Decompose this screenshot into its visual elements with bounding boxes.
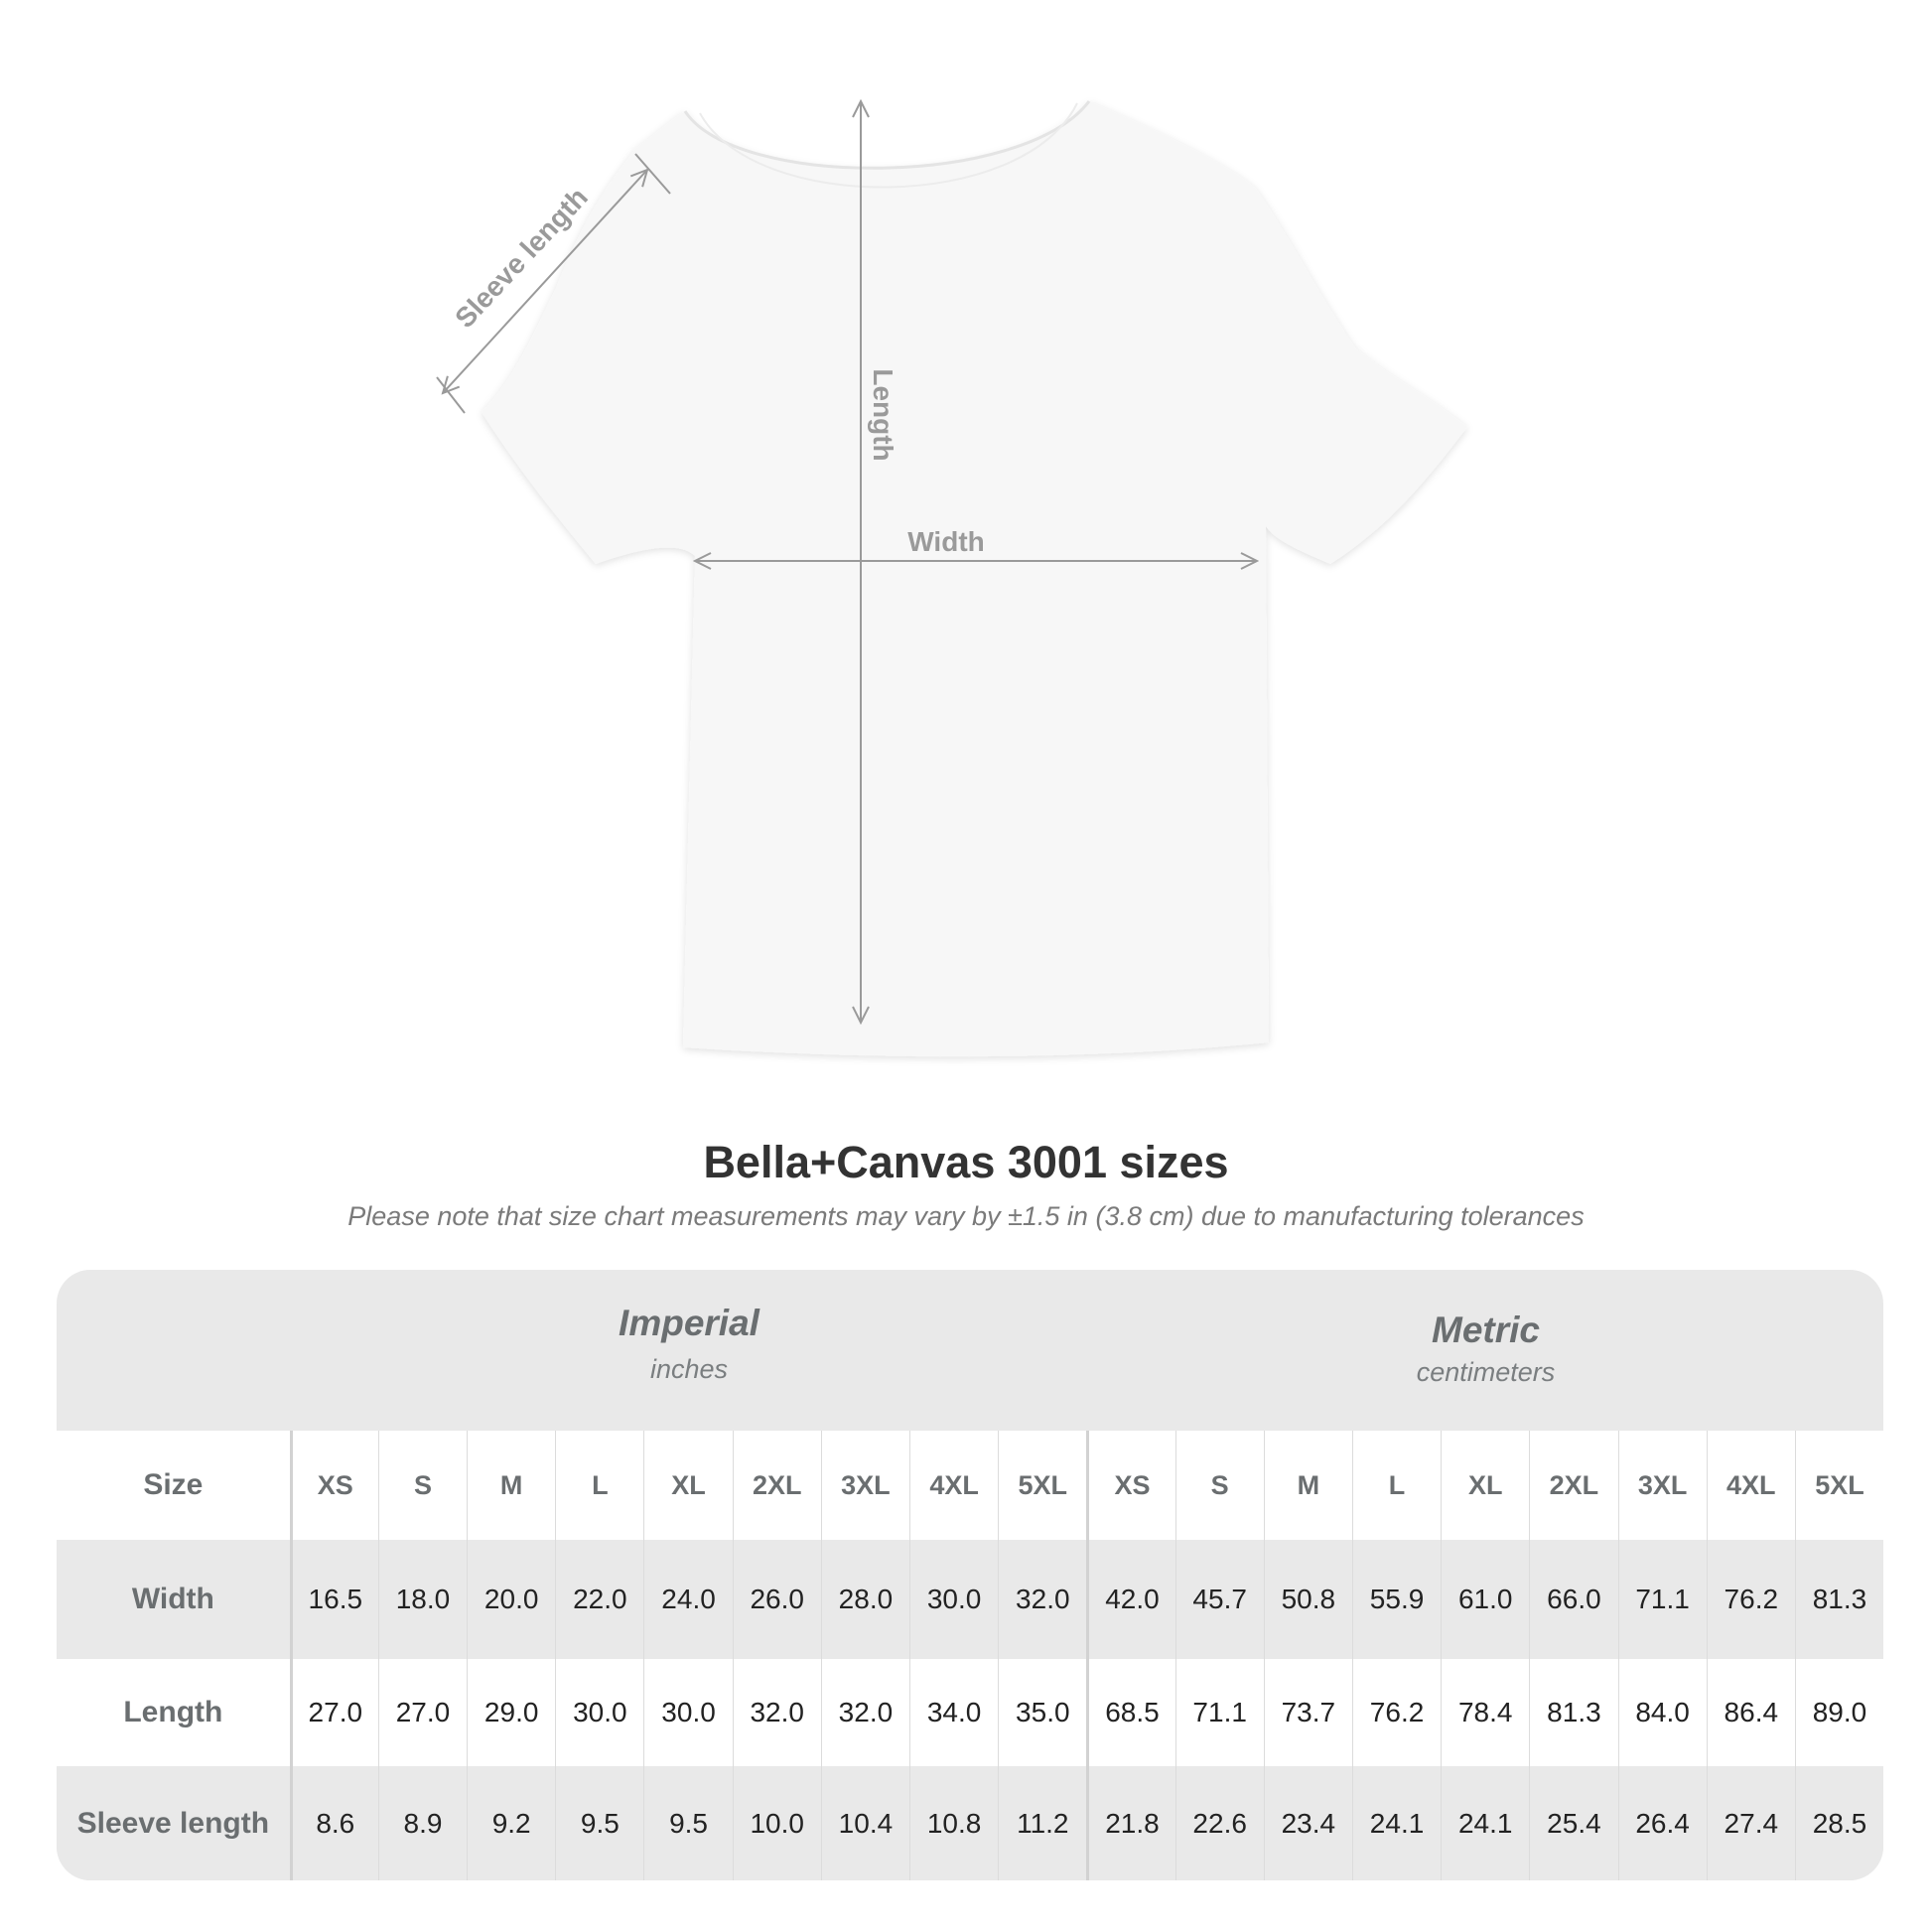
tolerance-note: Please note that size chart measurements… xyxy=(347,1201,1585,1231)
imperial-value-cell: 32.0 xyxy=(820,1659,909,1766)
imperial-size-header: 5XL xyxy=(998,1431,1086,1540)
imperial-value-cell: 29.0 xyxy=(467,1659,555,1766)
row-label: Size xyxy=(143,1468,204,1501)
metric-size-header: M xyxy=(1263,1431,1352,1540)
imperial-value-cell: 9.5 xyxy=(555,1766,643,1880)
imperial-value-cell: 30.0 xyxy=(643,1659,732,1766)
imperial-value-cell: 10.4 xyxy=(820,1766,909,1880)
metric-value-cell: 73.7 xyxy=(1263,1659,1352,1766)
metric-value-cell: 76.2 xyxy=(1351,1659,1441,1766)
metric-value-cell: 81.3 xyxy=(1794,1540,1883,1659)
metric-value-cell: 71.1 xyxy=(1174,1659,1264,1766)
imperial-value-cell: 32.0 xyxy=(998,1540,1086,1659)
imperial-title: Imperial xyxy=(619,1303,759,1343)
metric-value-cell: 25.4 xyxy=(1529,1766,1617,1880)
row-label: Sleeve length xyxy=(76,1806,270,1840)
imperial-value-cell: 35.0 xyxy=(998,1659,1086,1766)
metric-value-cell: 42.0 xyxy=(1086,1540,1174,1659)
metric-value-cell: 71.1 xyxy=(1617,1540,1707,1659)
metric-title: Metric xyxy=(1432,1310,1540,1350)
metric-size-header: 5XL xyxy=(1794,1431,1883,1540)
width-label: Width xyxy=(907,526,985,557)
metric-value-cell: 66.0 xyxy=(1529,1540,1617,1659)
metric-unit: centimeters xyxy=(1416,1357,1556,1387)
metric-value-cell: 27.4 xyxy=(1706,1766,1795,1880)
metric-value-cell: 84.0 xyxy=(1617,1659,1707,1766)
metric-size-header: 4XL xyxy=(1706,1431,1795,1540)
imperial-value-cell: 32.0 xyxy=(732,1659,821,1766)
imperial-size-header: XS xyxy=(289,1431,378,1540)
size-header-row: Size XS S M L XL 2XL 3XL 4XL 5XL XS S M L XL 2XL 3XL 4XL 5… xyxy=(57,1431,1883,1540)
imperial-value-cell: 26.0 xyxy=(732,1540,821,1659)
row-label: Width xyxy=(131,1583,214,1615)
table-row: Length 27.0 27.0 29.0 30.0 30.0 32.0 32.0 34.0 35… xyxy=(57,1659,1883,1766)
table-row: Sleeve length 8.6 8.9 9.2 9.5 9.5 10.0 10.4 10.8… xyxy=(57,1766,1883,1880)
imperial-value-cell: 9.2 xyxy=(467,1766,555,1880)
imperial-size-header: XL xyxy=(643,1431,732,1540)
metric-size-header: XL xyxy=(1441,1431,1529,1540)
metric-header: Metric centimeters xyxy=(1088,1270,1883,1431)
metric-value-cell: 81.3 xyxy=(1529,1659,1617,1766)
imperial-value-cell: 8.9 xyxy=(377,1766,467,1880)
metric-value-cell: 89.0 xyxy=(1794,1659,1883,1766)
imperial-size-header: 4XL xyxy=(909,1431,998,1540)
imperial-size-header: 2XL xyxy=(732,1431,821,1540)
imperial-size-header: S xyxy=(377,1431,467,1540)
metric-size-header: XS xyxy=(1086,1431,1174,1540)
imperial-value-cell: 24.0 xyxy=(643,1540,732,1659)
imperial-size-header: L xyxy=(555,1431,643,1540)
imperial-value-cell: 9.5 xyxy=(643,1766,732,1880)
imperial-size-header: M xyxy=(467,1431,555,1540)
imperial-value-cell: 22.0 xyxy=(555,1540,643,1659)
tshirt-shape xyxy=(482,101,1467,1057)
imperial-size-header: 3XL xyxy=(820,1431,909,1540)
metric-value-cell: 28.5 xyxy=(1794,1766,1883,1880)
size-table: Imperial inches Metric centimeters Size X… xyxy=(57,1270,1883,1880)
row-label: Length xyxy=(123,1696,223,1728)
metric-value-cell: 86.4 xyxy=(1706,1659,1795,1766)
metric-value-cell: 61.0 xyxy=(1441,1540,1529,1659)
imperial-value-cell: 27.0 xyxy=(377,1659,467,1766)
imperial-value-cell: 28.0 xyxy=(820,1540,909,1659)
metric-value-cell: 68.5 xyxy=(1086,1659,1174,1766)
imperial-unit: inches xyxy=(649,1354,729,1384)
imperial-value-cell: 30.0 xyxy=(555,1659,643,1766)
imperial-header: Imperial inches xyxy=(290,1270,1088,1431)
metric-size-header: S xyxy=(1174,1431,1264,1540)
metric-value-cell: 21.8 xyxy=(1086,1766,1174,1880)
metric-value-cell: 45.7 xyxy=(1174,1540,1264,1659)
metric-value-cell: 78.4 xyxy=(1441,1659,1529,1766)
sleeve-arrow xyxy=(443,170,647,393)
metric-value-cell: 50.8 xyxy=(1263,1540,1352,1659)
imperial-value-cell: 18.0 xyxy=(377,1540,467,1659)
imperial-value-cell: 27.0 xyxy=(289,1659,378,1766)
metric-value-cell: 26.4 xyxy=(1617,1766,1707,1880)
imperial-value-cell: 8.6 xyxy=(289,1766,378,1880)
metric-value-cell: 24.1 xyxy=(1441,1766,1529,1880)
imperial-value-cell: 10.0 xyxy=(732,1766,821,1880)
imperial-value-cell: 34.0 xyxy=(909,1659,998,1766)
metric-value-cell: 24.1 xyxy=(1351,1766,1441,1880)
imperial-value-cell: 10.8 xyxy=(909,1766,998,1880)
metric-size-header: 2XL xyxy=(1529,1431,1617,1540)
metric-value-cell: 23.4 xyxy=(1263,1766,1352,1880)
metric-value-cell: 76.2 xyxy=(1706,1540,1795,1659)
imperial-value-cell: 20.0 xyxy=(467,1540,555,1659)
length-label: Length xyxy=(868,368,898,461)
metric-size-header: 3XL xyxy=(1617,1431,1707,1540)
tshirt-diagram: Width Length Sleeve length xyxy=(436,0,1467,1057)
table-row: Width 16.5 18.0 20.0 22.0 24.0 26.0 28.0 30.0 32.… xyxy=(57,1540,1883,1659)
metric-value-cell: 55.9 xyxy=(1351,1540,1441,1659)
page-title: Bella+Canvas 3001 sizes xyxy=(703,1137,1229,1187)
imperial-value-cell: 16.5 xyxy=(289,1540,378,1659)
imperial-value-cell: 11.2 xyxy=(998,1766,1086,1880)
imperial-value-cell: 30.0 xyxy=(909,1540,998,1659)
metric-size-header: L xyxy=(1351,1431,1441,1540)
metric-value-cell: 22.6 xyxy=(1174,1766,1264,1880)
